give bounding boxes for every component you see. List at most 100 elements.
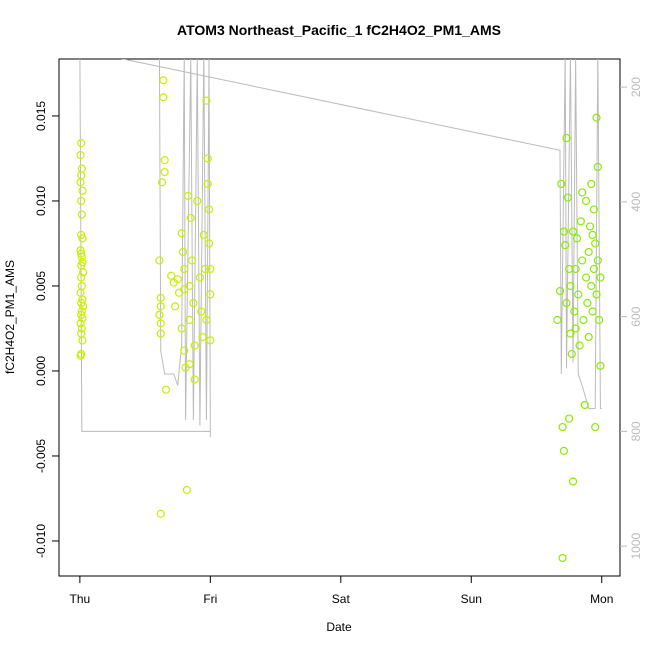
point — [197, 307, 206, 316]
point — [568, 477, 578, 486]
point — [562, 298, 571, 308]
point — [167, 271, 176, 280]
point — [571, 264, 580, 274]
point — [185, 281, 194, 291]
point — [580, 400, 589, 410]
point — [576, 217, 585, 226]
point — [575, 341, 584, 350]
point — [78, 234, 87, 243]
point — [572, 234, 582, 243]
point — [161, 385, 171, 394]
point — [593, 256, 602, 265]
point — [563, 193, 572, 202]
point — [559, 446, 569, 455]
point — [206, 336, 215, 345]
point — [173, 275, 182, 284]
point — [156, 319, 165, 328]
point — [187, 256, 197, 265]
point — [156, 509, 165, 518]
point — [589, 264, 599, 274]
point — [574, 290, 583, 299]
x-tick-label: Sun — [461, 592, 482, 606]
point — [202, 96, 211, 105]
point — [184, 191, 193, 200]
point — [585, 222, 595, 231]
point — [180, 264, 189, 274]
point — [558, 553, 567, 563]
point — [596, 273, 605, 282]
point — [77, 210, 86, 219]
point — [204, 205, 214, 214]
point — [77, 196, 86, 206]
y-axis-label: fC2H4O2_PM1_AMS — [3, 260, 17, 374]
point — [583, 298, 592, 308]
point — [156, 329, 165, 338]
point — [557, 179, 566, 189]
point — [579, 315, 588, 325]
plot-area — [76, 59, 605, 563]
point — [581, 196, 591, 206]
point — [155, 256, 164, 265]
y2-tick-label: 1000 — [629, 532, 643, 559]
point — [189, 298, 198, 308]
point — [562, 133, 571, 143]
point — [78, 314, 87, 323]
point — [185, 315, 194, 325]
point — [588, 230, 597, 240]
point — [160, 156, 169, 165]
x-tick-label: Fri — [203, 592, 217, 606]
point — [177, 229, 186, 238]
point — [77, 252, 86, 262]
point — [553, 315, 562, 325]
point — [591, 239, 600, 248]
point — [596, 361, 605, 370]
point — [78, 336, 87, 345]
point — [206, 290, 215, 299]
y-tick-label: -0.005 — [34, 439, 48, 473]
point — [567, 349, 576, 359]
point — [559, 227, 569, 236]
point — [159, 76, 168, 85]
point — [203, 179, 212, 189]
point — [77, 273, 86, 282]
point — [76, 351, 85, 360]
point — [185, 360, 194, 369]
y2-tick-label: 400 — [629, 192, 643, 212]
y-tick-label: 0.010 — [34, 186, 48, 216]
point — [561, 241, 570, 250]
point — [566, 281, 575, 291]
point — [565, 414, 574, 423]
point — [79, 302, 88, 311]
point — [199, 230, 208, 240]
point — [584, 332, 593, 342]
point — [160, 167, 169, 177]
chart-title: ATOM3 Northeast_Pacific_1 fC2H4O2_PM1_AM… — [177, 22, 501, 38]
point — [578, 188, 587, 197]
point — [578, 256, 587, 265]
point — [76, 319, 85, 328]
point — [595, 315, 604, 325]
point — [587, 281, 596, 291]
point — [593, 162, 602, 172]
point — [155, 310, 164, 319]
point — [206, 264, 215, 274]
point — [178, 247, 188, 257]
point — [584, 247, 593, 257]
y2-tick-label: 800 — [629, 421, 643, 441]
point — [190, 341, 199, 350]
point — [589, 205, 599, 214]
point — [159, 93, 168, 102]
point — [571, 324, 580, 333]
point — [76, 178, 85, 187]
point — [76, 150, 85, 160]
point — [157, 178, 167, 187]
point — [77, 249, 86, 258]
point — [566, 329, 575, 338]
point — [156, 293, 165, 302]
point — [591, 422, 600, 432]
point — [156, 302, 165, 311]
point — [195, 273, 205, 282]
point — [568, 227, 578, 236]
point — [555, 286, 565, 296]
